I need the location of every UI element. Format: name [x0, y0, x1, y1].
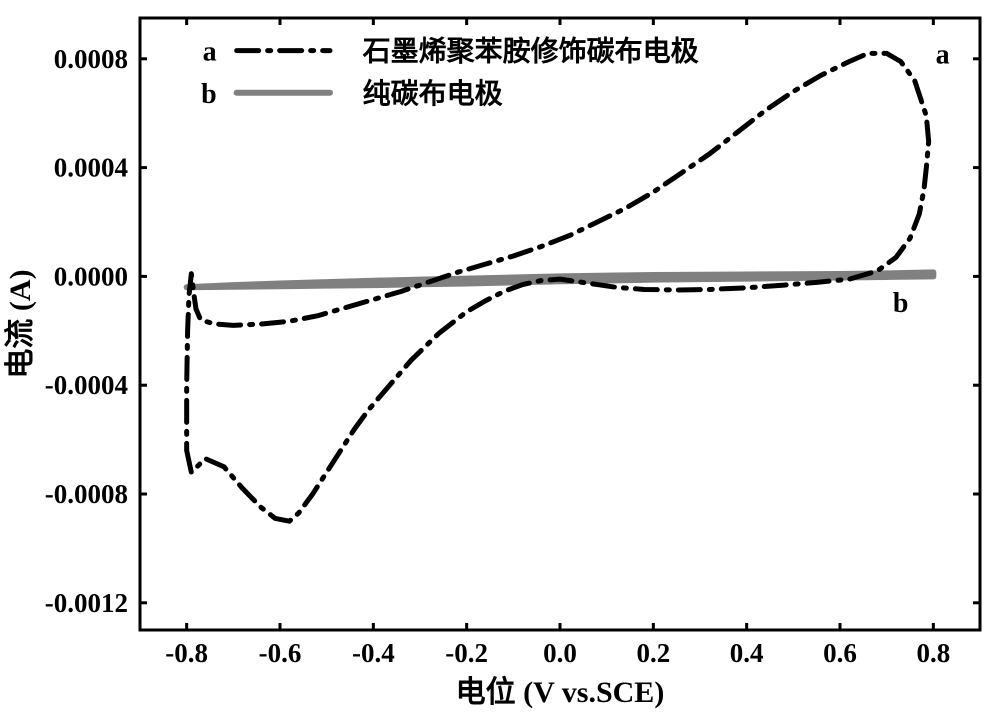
- y-tick-label: 0.0004: [54, 153, 128, 183]
- x-tick-label: -0.4: [352, 638, 395, 668]
- legend-label-a: 石墨烯聚苯胺修饰碳布电极: [362, 36, 699, 68]
- x-tick-label: 0.6: [823, 638, 857, 668]
- legend-key-a: a: [203, 37, 217, 68]
- x-tick-label: -0.6: [259, 638, 302, 668]
- y-tick-label: -0.0008: [45, 479, 128, 509]
- cv-chart: -0.8 -0.6 -0.4 -0.2 0.0 0.2 0.4 0.6 0.8 -0.0012 -0…: [0, 0, 1000, 721]
- x-axis-label: 电位 (V vs.SCE): [456, 675, 665, 709]
- y-axis-label: 电流 (A): [4, 269, 37, 378]
- x-tick-label: 0.8: [916, 638, 950, 668]
- x-tick-label: -0.2: [445, 638, 488, 668]
- y-tick-label: -0.0012: [45, 588, 128, 618]
- curve-label-b: b: [893, 288, 909, 319]
- x-tick-label: 0.4: [730, 638, 764, 668]
- legend-label-b: 纯碳布电极: [363, 78, 503, 110]
- y-tick-label: -0.0004: [45, 370, 128, 400]
- y-tick-label: 0.0000: [54, 261, 128, 291]
- legend-key-b: b: [201, 79, 217, 110]
- y-tick-label: 0.0008: [54, 44, 128, 74]
- x-tick-label: -0.8: [165, 638, 208, 668]
- x-tick-label: 0.2: [636, 638, 670, 668]
- chart-svg: -0.8 -0.6 -0.4 -0.2 0.0 0.2 0.4 0.6 0.8 -0.0012 -0…: [0, 0, 1000, 721]
- curve-label-a: a: [936, 39, 950, 70]
- x-tick-label: 0.0: [543, 638, 577, 668]
